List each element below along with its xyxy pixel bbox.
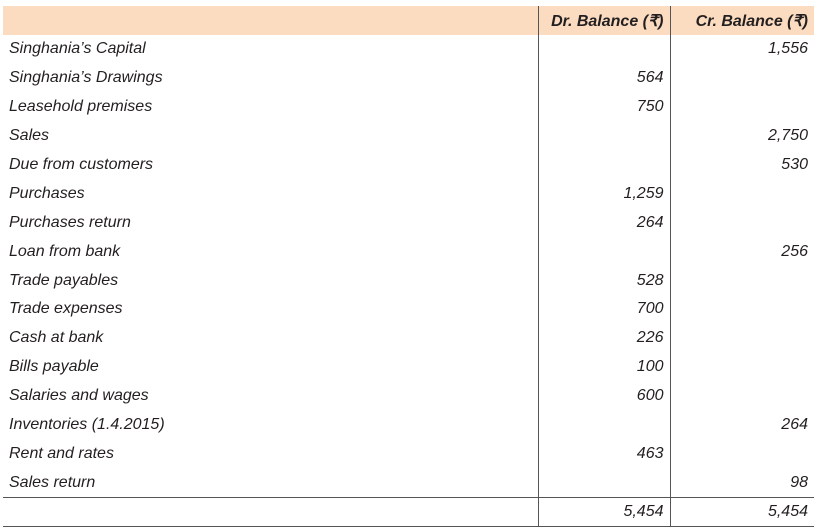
header-cr-balance: Cr. Balance (₹) — [669, 6, 814, 35]
row-label: Trade payables — [9, 271, 119, 289]
row-cr-value: 264 — [669, 410, 814, 440]
table-row: Cash at bank 226 — [3, 323, 814, 353]
row-dr-value — [537, 150, 670, 180]
row-dr-value: 600 — [537, 381, 670, 411]
table-row: Loan from bank 256 — [3, 237, 814, 267]
table-body: Singhania’s Capital 1,556 Singhania’s Dra… — [3, 35, 814, 528]
row-label: Singhania’s Drawings — [9, 69, 163, 87]
row-cr-value — [669, 295, 814, 324]
row-dr-value — [537, 121, 670, 151]
row-cr-value — [669, 323, 814, 353]
table-row: Due from customers 530 — [3, 150, 814, 180]
row-dr-value: 700 — [537, 295, 670, 324]
table-row: Sales 2,750 — [3, 121, 814, 151]
row-cr-value: 530 — [669, 150, 814, 180]
totals-label — [3, 497, 538, 528]
totals-row: 5,454 5,454 — [3, 497, 814, 528]
row-cr-value — [669, 266, 814, 296]
row-label: Sales — [9, 127, 50, 145]
row-cr-value: 256 — [669, 237, 814, 267]
row-label: Cash at bank — [9, 329, 104, 347]
header-dr-balance: Dr. Balance (₹) — [537, 6, 670, 35]
row-label: Singhania’s Capital — [9, 40, 146, 58]
row-label: Bills payable — [9, 358, 99, 376]
table-row: Rent and rates 463 — [3, 439, 814, 469]
row-cr-value — [669, 439, 814, 469]
row-dr-value: 463 — [537, 439, 670, 469]
row-cr-value — [669, 92, 814, 122]
row-dr-value: 528 — [537, 266, 670, 296]
row-label: Trade expenses — [9, 300, 123, 318]
row-cr-value — [669, 208, 814, 238]
row-cr-value: 98 — [669, 468, 814, 498]
table-row: Leasehold premises 750 — [3, 92, 814, 122]
table-row: Purchases 1,259 — [3, 179, 814, 209]
row-label: Inventories (1.4.2015) — [9, 416, 165, 434]
row-label: Loan from bank — [9, 242, 121, 260]
header-particulars — [3, 6, 538, 35]
row-dr-value — [537, 35, 670, 64]
row-dr-value: 564 — [537, 63, 670, 93]
total-dr-value: 5,454 — [537, 497, 670, 528]
table-row: Inventories (1.4.2015) 264 — [3, 410, 814, 440]
row-dr-value — [537, 468, 670, 498]
row-label: Due from customers — [9, 156, 154, 173]
row-label: Salaries and wages — [9, 387, 149, 405]
row-label: Purchases — [9, 184, 85, 202]
row-label: Purchases return — [9, 213, 131, 231]
table-row: Singhania’s Drawings 564 — [3, 63, 814, 93]
row-label: Leasehold premises — [9, 98, 153, 116]
table-row: Purchases return 264 — [3, 208, 814, 238]
row-dr-value: 264 — [537, 208, 670, 238]
trial-balance-table: Dr. Balance (₹) Cr. Balance (₹) Singhani… — [3, 6, 814, 528]
row-dr-value: 100 — [537, 352, 670, 382]
row-cr-value — [669, 352, 814, 382]
table-row: Sales return 98 — [3, 468, 814, 498]
row-cr-value — [669, 179, 814, 209]
total-cr-value: 5,454 — [669, 497, 814, 528]
row-dr-value: 1,259 — [537, 179, 670, 209]
row-cr-value: 2,750 — [669, 121, 814, 151]
table-row: Singhania’s Capital 1,556 — [3, 35, 814, 64]
table-row: Trade expenses 700 — [3, 295, 814, 324]
row-dr-value: 750 — [537, 92, 670, 122]
table-row: Trade payables 528 — [3, 266, 814, 296]
row-label: Sales return — [9, 473, 96, 491]
row-dr-value: 226 — [537, 323, 670, 353]
row-cr-value — [669, 63, 814, 93]
row-cr-value: 1,556 — [669, 35, 814, 64]
table-row: Bills payable 100 — [3, 352, 814, 382]
table-header: Dr. Balance (₹) Cr. Balance (₹) — [3, 6, 814, 35]
row-label: Rent and rates — [9, 444, 114, 462]
row-cr-value — [669, 381, 814, 411]
row-dr-value — [537, 410, 670, 440]
table-row: Salaries and wages 600 — [3, 381, 814, 411]
row-dr-value — [537, 237, 670, 267]
